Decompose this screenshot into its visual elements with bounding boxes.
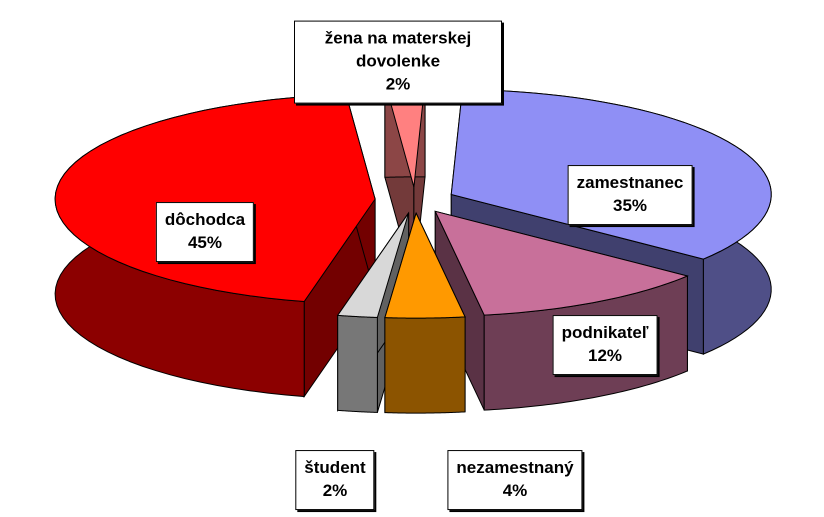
value-label: 2% [385, 74, 411, 94]
data-label: zamestnanec 35% [567, 165, 693, 225]
slice-top [54, 94, 376, 303]
value-label: 35% [612, 196, 648, 215]
data-label: dôchodca 45% [155, 202, 255, 262]
slice-outer-side [384, 316, 466, 414]
data-label: nezamestnaný 4% [447, 450, 583, 510]
slice-top [434, 210, 689, 316]
category-name: podnikateľ [561, 323, 649, 343]
slice [384, 211, 466, 414]
category-name: žena na materskej dovolenke [324, 28, 472, 71]
slice [54, 94, 376, 399]
data-label: podnikateľ 12% [552, 315, 658, 375]
value-label: 12% [587, 346, 623, 365]
value-label: 4% [502, 481, 528, 500]
value-label: 2% [322, 481, 348, 500]
category-name: dôchodca [164, 210, 246, 230]
slice-outer-side [337, 314, 378, 413]
category-name: študent [304, 458, 366, 478]
data-label: žena na materskej dovolenke 2% [294, 20, 502, 104]
category-name: zamestnanec [576, 173, 684, 193]
value-label: 45% [187, 233, 223, 252]
data-label: študent 2% [295, 450, 375, 510]
slice-top [336, 212, 410, 318]
category-name: nezamestnaný [456, 458, 574, 478]
slice-top [384, 211, 466, 319]
